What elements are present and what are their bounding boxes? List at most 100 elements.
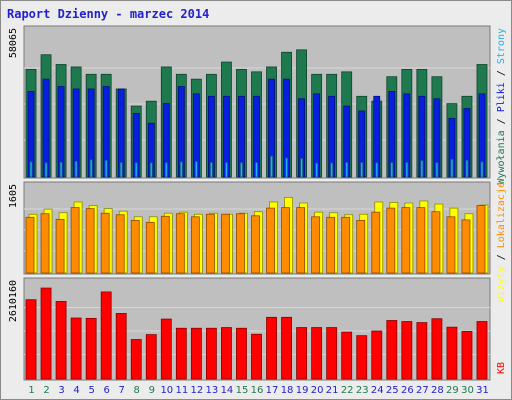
legend-label: KB <box>496 362 507 374</box>
bar-strony-6 <box>104 159 108 178</box>
bar-kb-27 <box>416 322 428 380</box>
legend-label: Wizyty <box>496 266 507 302</box>
bar-lokalizacje-16 <box>251 215 260 274</box>
legend-label: Strony <box>496 28 507 64</box>
x-tick-label: 8 <box>134 385 140 396</box>
legend-separator: / <box>496 64 507 82</box>
x-tick-label: 29 <box>446 385 459 396</box>
axis-max-label-1: 58065 <box>8 28 19 58</box>
bar-lokalizacje-20 <box>311 216 321 274</box>
x-tick-label: 6 <box>103 385 109 396</box>
x-tick-label: 27 <box>416 385 429 396</box>
bar-lokalizacje-21 <box>326 216 336 274</box>
bar-kb-7 <box>115 313 127 380</box>
bar-strony-29 <box>450 158 454 178</box>
bar-lokalizacje-12 <box>190 216 200 274</box>
bar-strony-9 <box>149 162 153 178</box>
x-tick-label: 4 <box>73 385 79 396</box>
bar-kb-28 <box>431 318 443 380</box>
bar-lokalizacje-31 <box>476 205 486 274</box>
bar-kb-14 <box>221 327 232 380</box>
axis-max-label-2: 1605 <box>8 184 19 208</box>
bar-kb-21 <box>326 327 338 380</box>
bar-lokalizacje-26 <box>401 207 411 274</box>
bar-kb-15 <box>236 327 247 380</box>
x-tick-label: 15 <box>236 385 249 396</box>
bar-kb-9 <box>145 334 157 380</box>
bar-lokalizacje-1 <box>25 216 35 274</box>
bar-strony-18 <box>285 157 288 178</box>
bar-strony-13 <box>209 162 213 178</box>
bar-kb-16 <box>251 333 262 380</box>
bar-strony-26 <box>405 162 409 178</box>
bar-lokalizacje-23 <box>356 219 366 274</box>
x-tick-label: 2 <box>43 385 49 396</box>
bar-strony-4 <box>74 160 78 178</box>
bar-strony-11 <box>179 161 183 178</box>
bar-lokalizacje-18 <box>281 207 290 274</box>
bar-strony-17 <box>270 155 273 178</box>
bar-kb-19 <box>296 327 308 380</box>
bar-kb-1 <box>25 299 37 380</box>
legend-separator: / <box>496 112 507 130</box>
x-tick-label: 12 <box>191 385 204 396</box>
x-tick-label: 22 <box>341 385 354 396</box>
x-tick-label: 13 <box>206 385 219 396</box>
bar-lokalizacje-28 <box>431 211 441 274</box>
bar-lokalizacje-4 <box>70 207 80 274</box>
bar-kb-12 <box>190 327 202 380</box>
bar-kb-24 <box>371 330 383 380</box>
bar-lokalizacje-15 <box>236 213 245 274</box>
bar-lokalizacje-27 <box>416 207 426 274</box>
bar-lokalizacje-3 <box>55 218 65 274</box>
bar-kb-25 <box>386 320 398 380</box>
x-tick-label: 9 <box>149 385 155 396</box>
bar-kb-20 <box>311 327 323 380</box>
legend-bottom-panel: KB <box>496 362 507 374</box>
legend-top-panel: Wywołania / Pliki / Strony <box>496 28 507 185</box>
x-tick-label: 14 <box>221 385 234 396</box>
legend-separator: / <box>496 248 507 266</box>
x-tick-label: 24 <box>371 385 384 396</box>
bar-strony-5 <box>89 159 93 178</box>
bar-lokalizacje-10 <box>160 215 170 274</box>
bar-lokalizacje-13 <box>205 213 215 274</box>
bar-strony-30 <box>465 159 469 178</box>
bar-strony-25 <box>390 162 394 178</box>
bar-kb-2 <box>40 287 52 380</box>
bar-lokalizacje-8 <box>130 219 140 274</box>
bar-kb-6 <box>100 291 112 380</box>
bar-lokalizacje-25 <box>386 207 396 274</box>
bar-lokalizacje-7 <box>115 214 125 274</box>
bar-strony-21 <box>330 162 334 178</box>
bar-kb-23 <box>356 335 368 380</box>
x-tick-label: 31 <box>476 385 489 396</box>
bar-strony-20 <box>315 162 319 178</box>
bar-kb-3 <box>55 301 67 380</box>
bar-kb-5 <box>85 317 97 380</box>
legend-label: Lokalizacje <box>496 182 507 248</box>
bar-strony-7 <box>119 162 123 178</box>
x-tick-label: 10 <box>160 385 173 396</box>
x-tick-label: 7 <box>119 385 125 396</box>
bar-lokalizacje-5 <box>85 208 95 274</box>
bar-strony-23 <box>360 162 364 178</box>
x-tick-label: 1 <box>28 385 34 396</box>
legend-middle-panel: Wizyty / Lokalizacje <box>496 182 507 302</box>
bar-lokalizacje-17 <box>266 207 275 274</box>
bar-kb-8 <box>130 339 142 380</box>
bar-lokalizacje-2 <box>40 213 50 274</box>
x-tick-label: 19 <box>296 385 309 396</box>
bar-kb-4 <box>70 317 82 380</box>
bar-lokalizacje-6 <box>100 212 110 274</box>
bar-strony-14 <box>225 162 228 178</box>
bar-kb-10 <box>160 318 172 380</box>
bar-lokalizacje-29 <box>446 216 456 274</box>
bar-strony-27 <box>420 160 424 178</box>
bar-kb-29 <box>446 326 458 380</box>
bar-kb-30 <box>461 331 473 380</box>
bar-lokalizacje-30 <box>461 219 471 274</box>
bar-strony-19 <box>300 158 304 178</box>
bar-kb-18 <box>281 316 292 380</box>
